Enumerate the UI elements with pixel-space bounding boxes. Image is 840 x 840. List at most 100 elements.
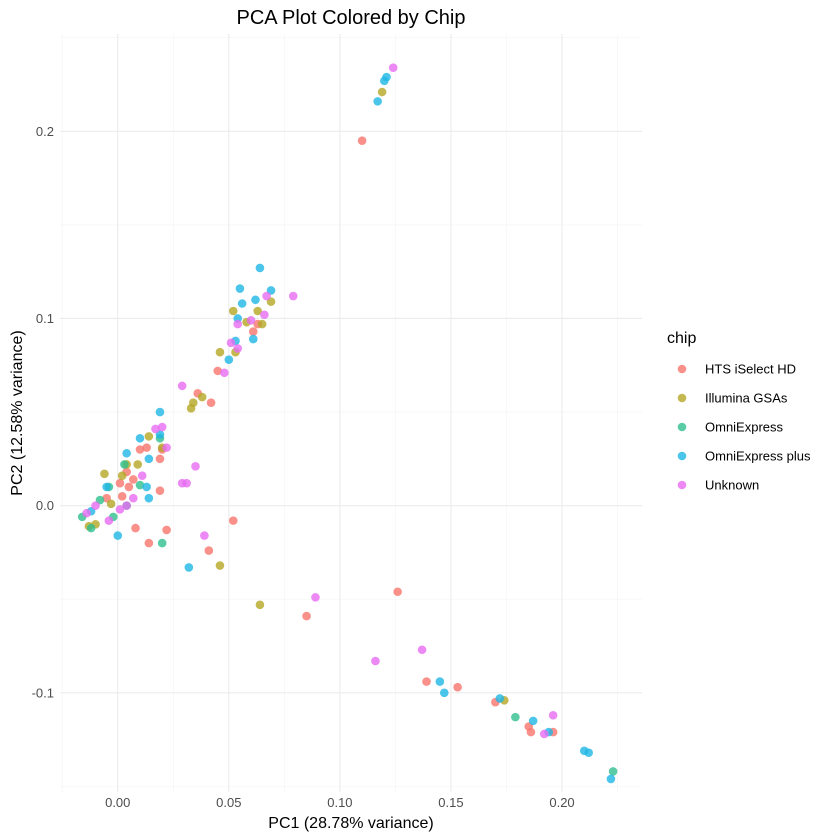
- data-point: [204, 546, 214, 555]
- data-point: [288, 291, 298, 301]
- data-point: [439, 688, 449, 698]
- x-tick-label: 0.00: [105, 795, 130, 810]
- data-point: [373, 97, 382, 106]
- data-point: [133, 460, 143, 469]
- data-point: [453, 682, 462, 692]
- data-point: [104, 516, 114, 525]
- data-point: [155, 407, 165, 417]
- data-point: [155, 486, 165, 495]
- data-point: [213, 366, 223, 376]
- y-tick-label: 0.0: [36, 498, 54, 513]
- data-point: [117, 491, 127, 501]
- legend: chip HTS iSelect HD Illumina GSAs OmniExpr…: [667, 330, 811, 493]
- data-point: [100, 469, 109, 479]
- data-point: [608, 767, 618, 776]
- data-point: [91, 501, 100, 510]
- data-point: [157, 422, 167, 432]
- legend-label: Unknown: [705, 478, 759, 493]
- data-point: [129, 475, 138, 484]
- data-point: [377, 87, 387, 97]
- data-point: [260, 310, 269, 320]
- data-point: [144, 454, 154, 464]
- data-point: [86, 523, 96, 533]
- data-point: [380, 76, 389, 86]
- data-point: [511, 712, 520, 722]
- data-point: [120, 460, 129, 469]
- data-point: [135, 445, 145, 454]
- x-axis-ticks: 0.00 0.05 0.10 0.15 0.20: [105, 795, 575, 810]
- data-point: [233, 344, 243, 353]
- data-point: [122, 501, 131, 510]
- data-point: [255, 263, 265, 273]
- data-point: [137, 471, 147, 480]
- data-point: [435, 677, 445, 686]
- x-tick-label: 0.10: [327, 795, 352, 810]
- data-point: [200, 531, 209, 540]
- legend-label: HTS iSelect HD: [705, 362, 796, 377]
- legend-key: [677, 364, 687, 374]
- data-point: [129, 493, 138, 503]
- data-point: [237, 299, 247, 308]
- data-point: [246, 316, 256, 325]
- data-point: [144, 493, 154, 503]
- data-point: [302, 611, 311, 621]
- data-point: [584, 748, 593, 757]
- legend-title: chip: [667, 330, 696, 347]
- data-point: [206, 398, 216, 408]
- data-point: [142, 443, 151, 452]
- y-tick-label: 0.2: [36, 124, 54, 139]
- data-point: [155, 454, 165, 464]
- data-point: [255, 600, 265, 610]
- data-point: [393, 587, 402, 597]
- data-point: [248, 327, 258, 336]
- data-point: [124, 482, 134, 492]
- data-point: [106, 499, 116, 509]
- legend-label: OmniExpress: [705, 420, 784, 435]
- data-point: [528, 716, 538, 726]
- data-point: [233, 319, 243, 329]
- y-tick-label: -0.1: [32, 685, 54, 700]
- data-point: [311, 593, 320, 602]
- data-point: [220, 368, 229, 378]
- y-axis-title: PC2 (12.58% variance): [9, 330, 26, 495]
- data-point: [113, 531, 123, 540]
- data-point: [144, 538, 154, 548]
- legend-key: [677, 393, 687, 403]
- data-point: [117, 471, 127, 480]
- data-point: [162, 525, 171, 535]
- data-point: [177, 478, 187, 488]
- legend-label: OmniExpress plus: [705, 449, 811, 464]
- data-point: [224, 355, 234, 364]
- data-point: [422, 677, 431, 686]
- data-point: [228, 306, 238, 316]
- data-point: [142, 482, 151, 492]
- y-tick-label: 0.1: [36, 311, 54, 326]
- x-axis-title: PC1 (28.78% variance): [268, 815, 433, 832]
- data-point: [135, 480, 145, 490]
- data-point: [388, 63, 398, 72]
- x-tick-label: 0.20: [549, 795, 574, 810]
- data-point: [215, 561, 225, 570]
- grid: [60, 34, 642, 792]
- data-point: [357, 136, 367, 145]
- data-point: [82, 508, 91, 518]
- legend-key: [677, 480, 687, 490]
- data-point: [253, 306, 263, 316]
- data-point: [131, 523, 140, 533]
- x-tick-label: 0.15: [438, 795, 463, 810]
- data-point: [122, 448, 131, 458]
- legend-label: Illumina GSAs: [705, 391, 788, 406]
- y-axis-ticks: -0.1 0.0 0.1 0.2: [32, 124, 54, 700]
- data-point: [417, 645, 427, 655]
- data-point: [228, 516, 238, 525]
- data-point: [257, 319, 267, 329]
- data-point: [102, 482, 111, 492]
- data-point: [495, 694, 505, 703]
- data-point: [226, 338, 236, 348]
- data-point: [191, 462, 200, 471]
- x-tick-label: 0.05: [216, 795, 241, 810]
- data-points: [77, 63, 618, 784]
- data-point: [235, 284, 245, 293]
- data-point: [548, 710, 558, 720]
